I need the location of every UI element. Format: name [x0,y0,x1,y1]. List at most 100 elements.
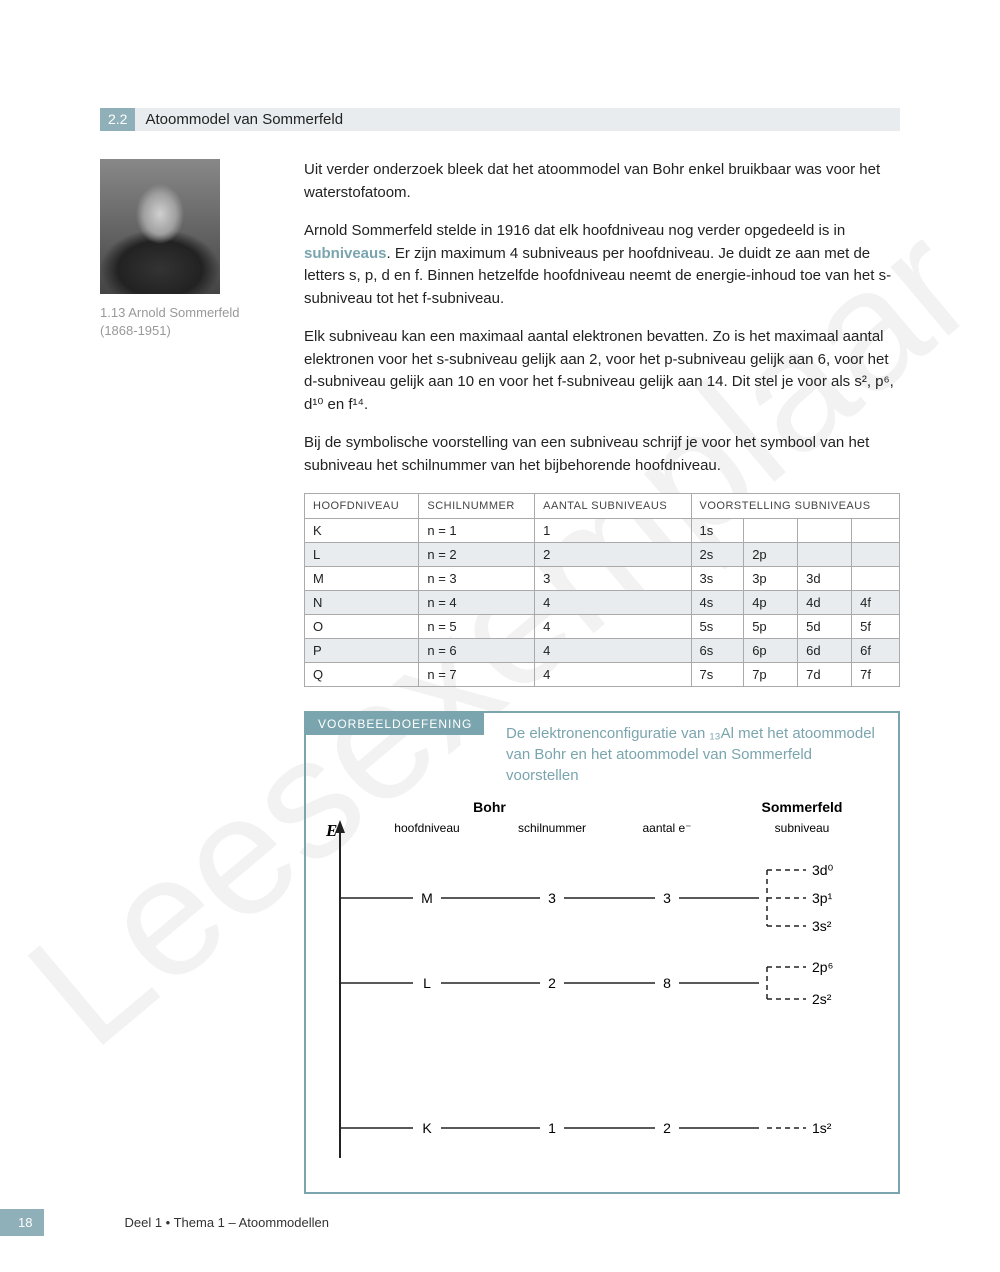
table-cell: n = 1 [419,519,535,543]
table-cell: K [305,519,419,543]
svg-text:M: M [421,890,433,906]
svg-text:3: 3 [663,890,671,906]
subniveau-table: HOOFDNIVEAU SCHILNUMMER AANTAL SUBNIVEAU… [304,493,900,687]
table-row: Qn = 747s7p7d7f [305,663,900,687]
energy-diagram: EBohrSommerfeldhoofdniveauschilnummeraan… [322,798,882,1178]
th-schilnummer: SCHILNUMMER [419,494,535,519]
table-cell: 3 [535,567,691,591]
table-cell: 5d [798,615,852,639]
table-cell [852,543,900,567]
table-cell: P [305,639,419,663]
paragraph-3: Elk subniveau kan een maximaal aantal el… [304,326,900,416]
svg-text:3s²: 3s² [812,918,832,934]
table-cell: L [305,543,419,567]
table-cell: 7s [691,663,744,687]
table-row: Mn = 333s3p3d [305,567,900,591]
table-cell: 4p [744,591,798,615]
svg-text:8: 8 [663,975,671,991]
example-tab: VOORBEELDOEFENING [306,713,484,735]
table-cell: 4 [535,615,691,639]
footer-text: Deel 1 • Thema 1 – Atoommodellen [124,1215,328,1230]
table-cell: 2 [535,543,691,567]
svg-text:subniveau: subniveau [775,821,830,835]
table-cell [798,543,852,567]
svg-text:2: 2 [663,1120,671,1136]
table-cell: M [305,567,419,591]
table-cell: 1s [691,519,744,543]
table-cell: 6s [691,639,744,663]
table-cell: n = 3 [419,567,535,591]
paragraph-2: Arnold Sommerfeld stelde in 1916 dat elk… [304,220,900,310]
page-number: 18 [0,1209,44,1236]
svg-text:3: 3 [548,890,556,906]
caption-line-2: (1868-1951) [100,323,171,338]
p2-b: . Er zijn maximum 4 subniveaus per hoofd… [304,245,891,307]
table-cell: 4s [691,591,744,615]
right-column: Uit verder onderzoek bleek dat het atoom… [304,159,900,1194]
figure-caption: 1.13 Arnold Sommerfeld (1868-1951) [100,304,280,340]
table-cell: 6d [798,639,852,663]
table-cell: 2p [744,543,798,567]
section-title: Atoommodel van Sommerfeld [135,108,900,131]
svg-text:3p¹: 3p¹ [812,890,833,906]
table-cell: 4 [535,639,691,663]
table-cell: 7p [744,663,798,687]
table-cell: 3d [798,567,852,591]
caption-line-1: 1.13 Arnold Sommerfeld [100,305,239,320]
section-number: 2.2 [100,108,135,131]
table-cell: 7d [798,663,852,687]
table-cell: n = 2 [419,543,535,567]
svg-text:1: 1 [548,1120,556,1136]
table-cell: 4d [798,591,852,615]
th-voorstelling: VOORSTELLING SUBNIVEAUS [691,494,900,519]
svg-text:L: L [423,975,431,991]
table-cell: 5s [691,615,744,639]
table-row: Nn = 444s4p4d4f [305,591,900,615]
table-cell: n = 5 [419,615,535,639]
th-hoofdniveau: HOOFDNIVEAU [305,494,419,519]
table-row: Pn = 646s6p6d6f [305,639,900,663]
table-cell: 4 [535,663,691,687]
table-cell [852,567,900,591]
table-cell: 3s [691,567,744,591]
svg-text:3d⁰: 3d⁰ [812,862,834,878]
table-cell: 3p [744,567,798,591]
svg-text:K: K [422,1120,432,1136]
table-cell: 2s [691,543,744,567]
table-cell: 6f [852,639,900,663]
th-aantal: AANTAL SUBNIVEAUS [535,494,691,519]
svg-text:Bohr: Bohr [473,799,506,815]
table-cell: n = 7 [419,663,535,687]
paragraph-4: Bij de symbolische voorstelling van een … [304,432,900,477]
table-cell: 5f [852,615,900,639]
example-title: De elektronenconfiguratie van ₁₃Al met h… [506,713,898,798]
svg-text:hoofdniveau: hoofdniveau [394,821,459,835]
table-cell: N [305,591,419,615]
page-footer: 18 Deel 1 • Thema 1 – Atoommodellen [0,1209,329,1236]
table-cell: 4f [852,591,900,615]
table-cell: n = 6 [419,639,535,663]
p2-a: Arnold Sommerfeld stelde in 1916 dat elk… [304,222,845,239]
svg-text:2s²: 2s² [812,991,832,1007]
svg-text:Sommerfeld: Sommerfeld [762,799,843,815]
svg-text:aantal e⁻: aantal e⁻ [642,821,691,835]
table-row: On = 545s5p5d5f [305,615,900,639]
svg-text:2: 2 [548,975,556,991]
p2-highlight: subniveaus [304,245,387,262]
svg-text:2p⁶: 2p⁶ [812,959,833,975]
table-cell: 4 [535,591,691,615]
table-cell [744,519,798,543]
table-cell: 5p [744,615,798,639]
table-row: Ln = 222s2p [305,543,900,567]
table-cell: Q [305,663,419,687]
svg-text:1s²: 1s² [812,1120,832,1136]
table-cell: 7f [852,663,900,687]
table-cell [852,519,900,543]
page-content: 2.2 Atoommodel van Sommerfeld 1.13 Arnol… [0,0,1000,1194]
paragraph-1: Uit verder onderzoek bleek dat het atoom… [304,159,900,204]
svg-text:schilnummer: schilnummer [518,821,586,835]
table-cell: O [305,615,419,639]
portrait-image [100,159,220,294]
table-row: Kn = 111s [305,519,900,543]
table-cell: 6p [744,639,798,663]
